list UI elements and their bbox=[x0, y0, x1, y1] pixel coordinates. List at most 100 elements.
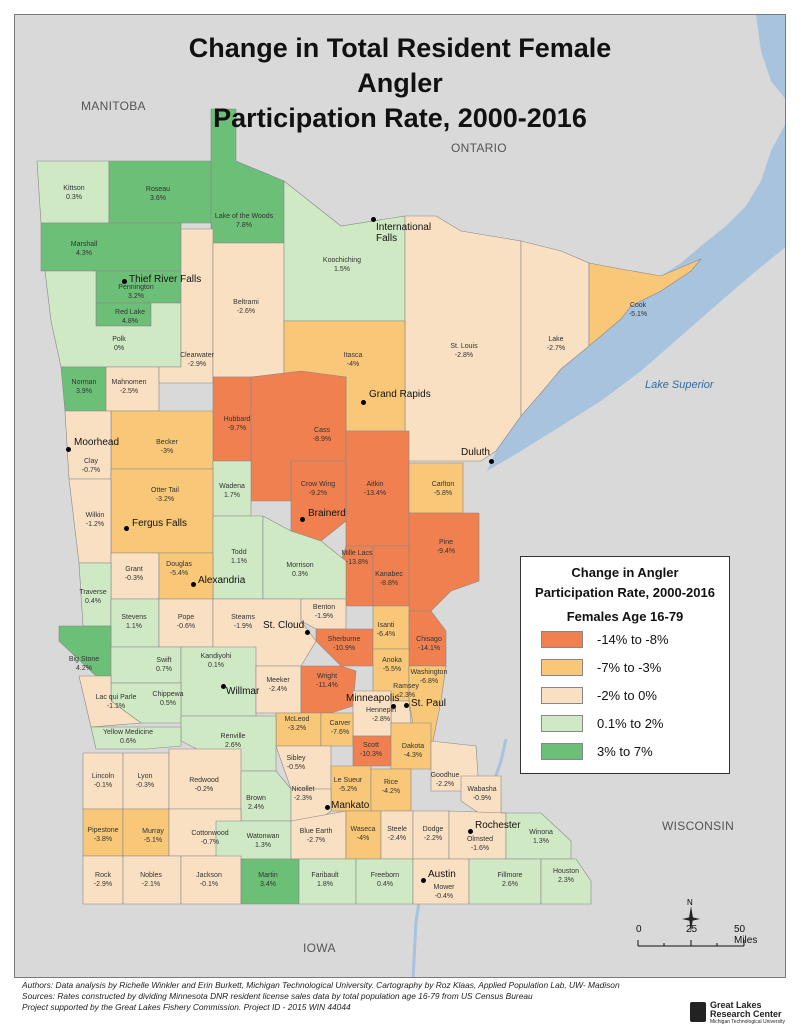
legend-swatch bbox=[541, 742, 583, 760]
legend-item: 3% to 7% bbox=[541, 741, 653, 761]
county-label: Kittson 0.3% bbox=[63, 185, 85, 201]
county-label: Sibley -0.5% bbox=[286, 755, 306, 771]
city-dot bbox=[221, 684, 226, 689]
county-label: Carver -7.6% bbox=[329, 720, 351, 736]
county-label: Dakota -4.3% bbox=[401, 743, 425, 759]
city-dot bbox=[489, 459, 494, 464]
scale-label-50: 50 Miles bbox=[734, 924, 758, 946]
county-label: Polk 0% bbox=[112, 336, 126, 352]
county-label: Big Stone 4.2% bbox=[68, 656, 100, 672]
region-manitoba: MANITOBA bbox=[81, 99, 146, 113]
city-willmar: Willmar bbox=[226, 686, 260, 697]
county-label: Redwood -0.2% bbox=[189, 777, 219, 793]
legend-swatch bbox=[541, 714, 583, 732]
legend-title-line-1: Change in Angler bbox=[571, 565, 679, 580]
city-dot bbox=[124, 526, 129, 531]
county-label: Wabasha -0.9% bbox=[467, 786, 497, 802]
legend-label: -2% to 0% bbox=[597, 687, 657, 703]
city-dot bbox=[300, 517, 305, 522]
county-label: Red Lake 4.8% bbox=[115, 309, 145, 325]
county-crowwing bbox=[290, 460, 347, 542]
legend-label: -7% to -3% bbox=[597, 659, 662, 675]
county-label: Roseau 3.6% bbox=[145, 186, 171, 202]
legend: Change in Angler Participation Rate, 200… bbox=[520, 556, 730, 774]
county-label: Winona 1.3% bbox=[529, 829, 553, 845]
legend-swatch bbox=[541, 686, 583, 704]
city-minneapolis: Minneapolis bbox=[346, 693, 400, 704]
county-label: Lake of the Woods 7.8% bbox=[214, 213, 274, 229]
county-clearwater bbox=[158, 228, 214, 384]
county-label: Brown 2.4% bbox=[246, 795, 266, 811]
county-label: Clay -0.7% bbox=[81, 458, 101, 474]
logo-line-3: Michigan Technological University bbox=[710, 1019, 785, 1025]
county-lake bbox=[520, 240, 590, 417]
county-label: Norman 3.9% bbox=[71, 379, 97, 395]
county-ottertail bbox=[110, 468, 214, 554]
county-label: Douglas -5.4% bbox=[166, 561, 192, 577]
city-st-cloud: St. Cloud bbox=[263, 620, 305, 631]
region-iowa: IOWA bbox=[303, 941, 336, 955]
city-alexandria: Alexandria bbox=[198, 575, 246, 586]
glrc-logo-icon bbox=[690, 1002, 706, 1022]
scale-bar: 0 25 50 Miles bbox=[636, 924, 757, 960]
county-label: Mahnomen -2.5% bbox=[111, 379, 147, 395]
map-frame: Change in Total Resident Female Angler P… bbox=[14, 14, 786, 978]
city-duluth: Duluth bbox=[461, 447, 490, 458]
legend-title-line-2: Participation Rate, 2000-2016 bbox=[535, 585, 715, 600]
city-dot bbox=[468, 829, 473, 834]
legend-label: -14% to -8% bbox=[597, 631, 669, 647]
county-label: Faribault 1.8% bbox=[311, 872, 339, 888]
legend-label: 3% to 7% bbox=[597, 743, 653, 759]
county-label: Steams -1.9% bbox=[231, 614, 255, 630]
county-polk bbox=[44, 270, 182, 368]
legend-item: -7% to -3% bbox=[541, 657, 661, 677]
county-label: Wilkin -1.2% bbox=[85, 512, 105, 528]
map-title-line-2: Participation Rate, 2000-2016 bbox=[213, 103, 587, 133]
county-label: Cass -8.9% bbox=[312, 427, 332, 443]
city-international-falls: International Falls bbox=[376, 222, 432, 244]
county-label: Pine -9.4% bbox=[436, 539, 456, 555]
legend-item: -14% to -8% bbox=[541, 629, 669, 649]
county-label: Renville 2.6% bbox=[220, 733, 246, 749]
glrc-logo: Great Lakes Research Center Michigan Tec… bbox=[690, 1000, 786, 1026]
county-label: Houston 2.3% bbox=[552, 868, 580, 884]
county-label: Goodhue -2.2% bbox=[430, 772, 460, 788]
county-label: Sherburne -10.9% bbox=[327, 636, 361, 652]
region-ontario: ONTARIO bbox=[451, 141, 507, 155]
legend-item: 0.1% to 2% bbox=[541, 713, 664, 733]
county-label: Dodge -2.2% bbox=[422, 826, 444, 842]
county-sherburne bbox=[315, 628, 374, 667]
county-label: Benton -1.9% bbox=[312, 604, 336, 620]
footer-credits: Authors: Data analysis by Richelle Winkl… bbox=[22, 980, 672, 1013]
county-label: Waseca -4% bbox=[350, 826, 376, 842]
county-label: Cook -5.1% bbox=[628, 302, 648, 318]
county-label: Traverse 0.4% bbox=[79, 589, 107, 605]
county-label: Aitkin -13.4% bbox=[363, 481, 387, 497]
county-label: Carlton -5.8% bbox=[431, 481, 455, 497]
city-dot bbox=[305, 630, 310, 635]
county-label: Beltrami -2.6% bbox=[233, 299, 259, 315]
county-label: Ramsey -2.3% bbox=[393, 683, 419, 699]
county-label: Otter Tail -3.2% bbox=[151, 487, 179, 503]
city-dot bbox=[325, 805, 330, 810]
county-label: Wadena 1.7% bbox=[219, 483, 245, 499]
county-label: Rice -4.2% bbox=[381, 779, 401, 795]
city-dot bbox=[361, 400, 366, 405]
legend-swatch bbox=[541, 630, 583, 648]
county-label: Marshall 4.3% bbox=[70, 241, 98, 257]
county-lacquiparle bbox=[78, 675, 142, 728]
map-canvas bbox=[15, 15, 785, 977]
city-rochester: Rochester bbox=[475, 820, 521, 831]
city-grand-rapids: Grand Rapids bbox=[369, 389, 431, 400]
lake-north-arm bbox=[756, 15, 785, 99]
county-label: Mower -0.4% bbox=[433, 884, 455, 900]
legend-item: -2% to 0% bbox=[541, 685, 657, 705]
county-cook bbox=[588, 258, 702, 347]
county-label: Swift 0.7% bbox=[156, 657, 172, 673]
county-label: Jackson -0.1% bbox=[196, 872, 222, 888]
county-label: Kandiyohi 0.1% bbox=[200, 653, 232, 669]
region-wisconsin: WISCONSIN bbox=[662, 819, 735, 833]
county-label: Chisago -14.1% bbox=[416, 636, 442, 652]
footer-sources: Sources: Rates constructed by dividing M… bbox=[22, 991, 533, 1001]
county-label: Morrison 0.3% bbox=[286, 562, 314, 578]
